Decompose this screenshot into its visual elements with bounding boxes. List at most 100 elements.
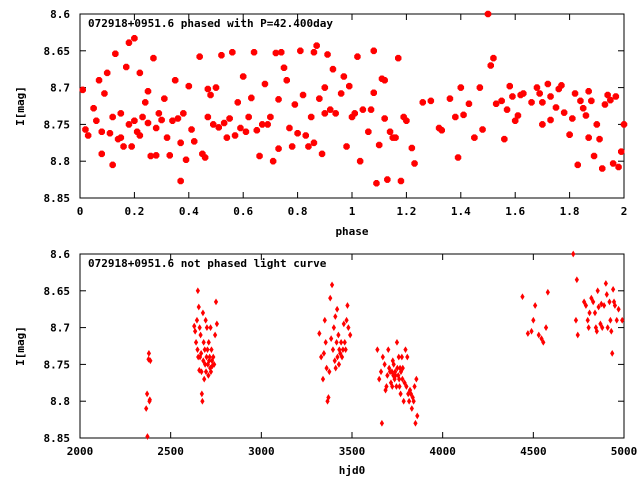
data-point	[237, 124, 244, 132]
y-tick-label: 8.85	[44, 192, 71, 205]
data-point	[385, 372, 390, 379]
data-point	[82, 126, 89, 133]
data-point	[390, 383, 395, 390]
data-point	[169, 117, 176, 124]
data-point	[400, 364, 405, 372]
data-point	[166, 152, 173, 159]
data-point	[412, 383, 417, 390]
data-point	[529, 327, 534, 335]
x-tick-label: 0.8	[288, 205, 308, 218]
data-point	[520, 90, 527, 97]
data-point	[585, 88, 592, 95]
data-point	[601, 302, 607, 309]
data-point	[150, 54, 157, 62]
data-point	[177, 177, 184, 185]
data-point	[112, 50, 119, 58]
data-point	[125, 39, 133, 47]
x-tick-label: 3000	[248, 445, 275, 458]
data-point	[326, 106, 334, 113]
data-point	[195, 287, 200, 295]
data-point	[146, 349, 152, 357]
data-point	[316, 95, 323, 102]
x-tick-label: 0	[77, 205, 84, 218]
data-point	[511, 117, 519, 124]
data-point	[199, 349, 204, 357]
data-point	[283, 77, 291, 84]
data-point	[334, 338, 339, 346]
phased-light-curve-panel: 0 0.2 0.4 0.6 0.8 1 1.2 1.4 1.6 1.8 2 8.6 8.65 8.7 8.7…	[14, 8, 627, 238]
x-tick-label: 0.2	[124, 205, 144, 218]
data-point	[620, 316, 625, 324]
data-point	[373, 180, 380, 187]
data-point	[603, 280, 608, 287]
data-point	[609, 160, 617, 167]
data-point	[299, 91, 307, 99]
data-point	[394, 338, 400, 346]
data-point	[234, 99, 241, 106]
data-point	[294, 130, 301, 137]
data-point	[333, 313, 338, 320]
data-point	[344, 316, 349, 324]
data-point	[204, 324, 210, 331]
data-point	[598, 165, 606, 172]
data-point	[340, 73, 348, 80]
data-point	[98, 128, 105, 135]
x-tick-label: 1.6	[505, 205, 525, 218]
data-point	[581, 298, 587, 306]
data-point	[207, 91, 214, 99]
data-point	[574, 276, 579, 284]
data-point	[573, 316, 579, 324]
data-point	[558, 82, 565, 89]
data-point	[197, 366, 202, 374]
data-point	[330, 346, 336, 354]
data-point	[560, 109, 568, 116]
data-point	[171, 77, 179, 84]
data-point	[392, 134, 399, 141]
chart-title: 072918+0951.6 not phased light curve	[88, 257, 327, 270]
data-point	[136, 69, 144, 77]
data-point	[600, 324, 605, 331]
data-point	[123, 63, 130, 71]
data-point	[346, 324, 351, 331]
data-point	[396, 353, 401, 361]
data-point	[208, 368, 214, 376]
data-point	[503, 106, 511, 113]
data-point	[191, 138, 198, 145]
data-point	[204, 353, 209, 361]
data-point	[220, 119, 228, 127]
data-point	[203, 368, 209, 376]
data-point	[401, 397, 406, 405]
data-point	[197, 324, 202, 331]
data-point	[146, 355, 151, 363]
data-point	[583, 302, 589, 309]
data-point	[571, 90, 579, 97]
data-point	[520, 293, 525, 301]
data-point	[609, 327, 614, 335]
data-point	[579, 105, 587, 112]
data-point	[465, 100, 473, 107]
data-point	[182, 156, 190, 163]
data-point	[148, 357, 153, 365]
data-point	[348, 331, 353, 339]
data-point	[386, 346, 391, 354]
data-point	[323, 338, 328, 346]
data-point	[144, 88, 152, 95]
data-point	[596, 303, 601, 311]
data-point	[384, 383, 389, 390]
data-point	[382, 361, 387, 368]
data-point	[242, 128, 250, 135]
data-point	[203, 316, 208, 324]
data-point	[356, 157, 364, 165]
data-point	[331, 324, 336, 331]
data-point	[194, 316, 200, 324]
data-point	[610, 349, 615, 357]
data-point	[592, 309, 598, 317]
data-point	[215, 124, 222, 131]
data-point	[601, 101, 609, 108]
data-point	[202, 375, 207, 383]
data-point	[319, 353, 324, 361]
data-point	[345, 82, 353, 90]
data-point	[394, 383, 399, 390]
data-point	[324, 364, 329, 372]
data-point	[596, 135, 603, 143]
